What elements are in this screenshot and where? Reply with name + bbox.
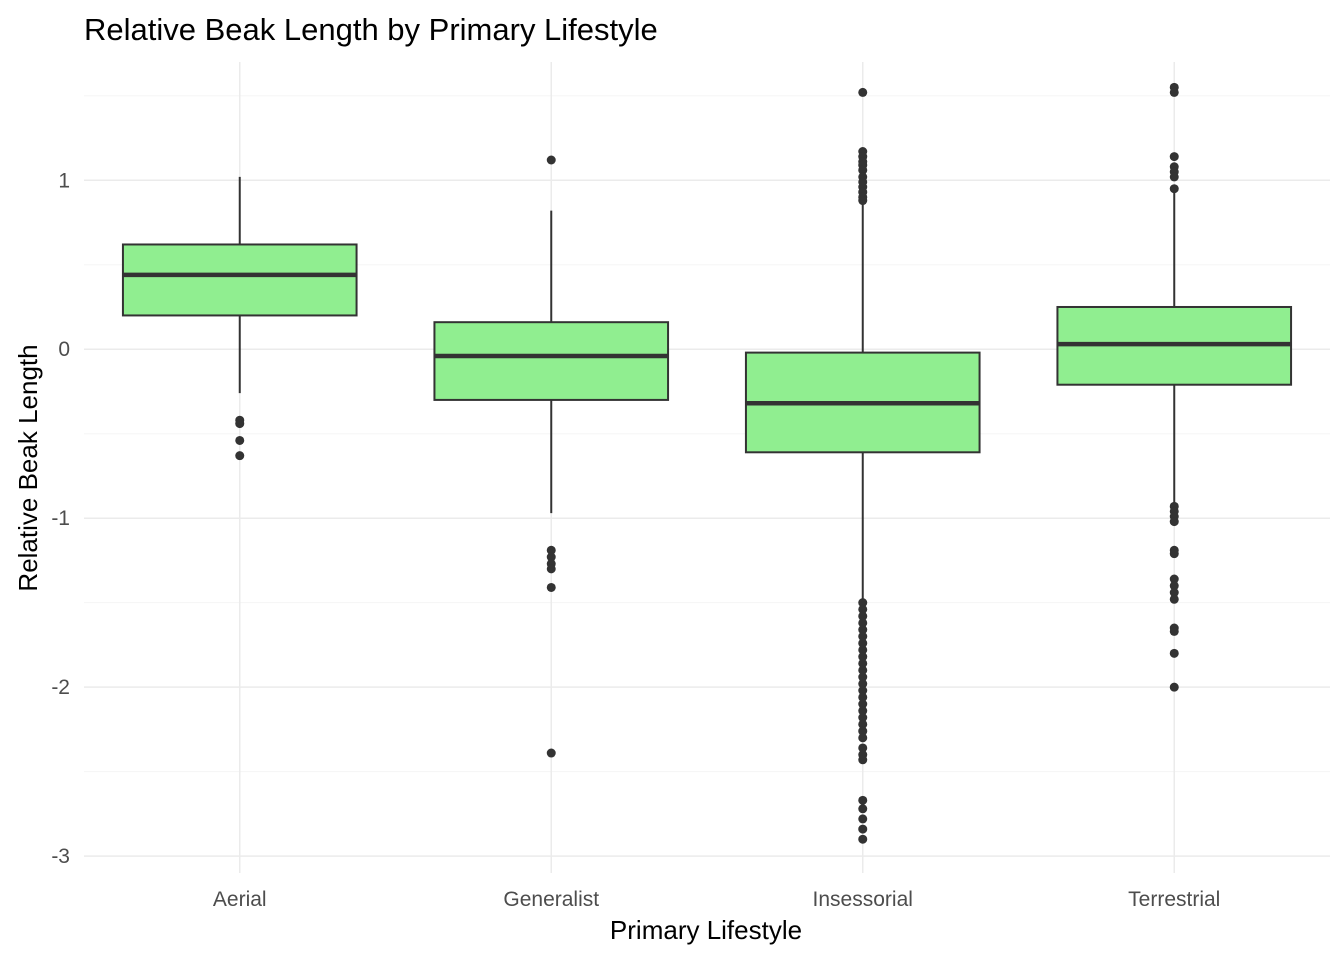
outlier-point <box>546 545 556 555</box>
box-generalist <box>433 210 670 514</box>
outlier-point <box>858 733 868 743</box>
outlier-point <box>235 451 245 461</box>
outlier-point <box>546 155 556 165</box>
tick-labels-layer: -3 -2 -1 0 1 Aerial Generalist Insessorial Terre… <box>51 169 1220 911</box>
outlier-point <box>858 795 868 805</box>
outlier-point <box>858 196 868 206</box>
x-tick-label: Terrestrial <box>1128 888 1220 911</box>
box-insessorial <box>744 203 981 601</box>
box-aerial <box>121 176 358 394</box>
outlier-point <box>858 611 868 621</box>
outlier-point <box>858 743 868 753</box>
outlier-point <box>1169 517 1179 527</box>
outlier-point <box>858 824 868 834</box>
outlier-point <box>1169 172 1179 182</box>
outlier-point <box>858 604 868 614</box>
outlier-point <box>858 672 868 682</box>
outlier-point <box>1169 549 1179 559</box>
y-tick-label: -1 <box>51 507 70 530</box>
y-tick-label: 0 <box>58 338 70 361</box>
outlier-point <box>235 435 245 445</box>
outlier-point <box>858 755 868 765</box>
outlier-point <box>858 679 868 689</box>
box-iqr <box>121 243 358 317</box>
outlier-point <box>858 706 868 716</box>
outlier-point <box>858 87 868 97</box>
outlier-point <box>858 625 868 635</box>
outliers-layer <box>235 82 1179 844</box>
chart-title: Relative Beak Length by Primary Lifestyl… <box>84 12 658 47</box>
y-tick-label: -2 <box>51 676 70 699</box>
outlier-point <box>1169 648 1179 658</box>
outlier-point <box>1169 574 1179 584</box>
x-tick-label: Generalist <box>503 888 599 911</box>
outlier-point <box>235 419 245 429</box>
outlier-point <box>858 692 868 702</box>
outlier-point <box>858 658 868 668</box>
outlier-point <box>858 804 868 814</box>
outlier-point <box>858 726 868 736</box>
outlier-point <box>546 582 556 592</box>
outlier-point <box>858 598 868 608</box>
outlier-point <box>858 665 868 675</box>
outlier-point <box>1169 184 1179 194</box>
outlier-point <box>1169 87 1179 97</box>
outlier-point <box>858 165 868 175</box>
outlier-point <box>1169 626 1179 636</box>
outlier-point <box>858 834 868 844</box>
y-tick-label: 1 <box>58 169 70 192</box>
outlier-point <box>858 652 868 662</box>
box-iqr <box>433 321 670 401</box>
outlier-point <box>546 552 556 562</box>
boxes-layer <box>121 176 1293 601</box>
outlier-point <box>546 564 556 574</box>
outlier-point <box>858 618 868 628</box>
outlier-point <box>1169 152 1179 162</box>
outlier-point <box>1169 594 1179 604</box>
outlier-point <box>858 699 868 709</box>
x-tick-label: Aerial <box>213 888 267 911</box>
outlier-point <box>546 748 556 758</box>
outlier-point <box>858 638 868 648</box>
outlier-point <box>858 686 868 696</box>
y-tick-label: -3 <box>51 845 70 868</box>
outlier-point <box>858 814 868 824</box>
outlier-point <box>1169 581 1179 591</box>
outlier-point <box>858 645 868 655</box>
box-terrestrial <box>1056 192 1293 505</box>
x-axis-title: Primary Lifestyle <box>610 915 802 945</box>
outlier-point <box>858 713 868 723</box>
outlier-point <box>1169 682 1179 692</box>
outlier-point <box>858 631 868 641</box>
outlier-point <box>1169 588 1179 598</box>
x-tick-label: Insessorial <box>813 888 913 911</box>
y-axis-title: Relative Beak Length <box>13 344 43 591</box>
outlier-point <box>858 719 868 729</box>
